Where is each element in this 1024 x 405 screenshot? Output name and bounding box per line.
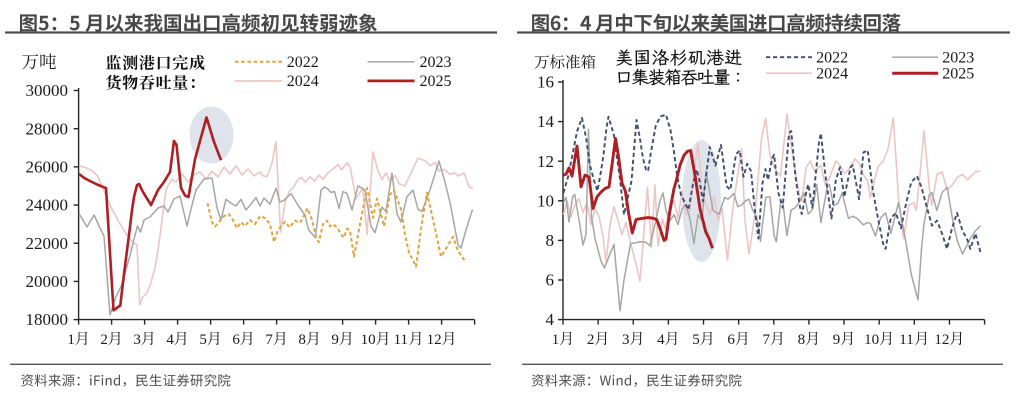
svg-text:6: 6 [232,332,240,348]
svg-text:4: 4 [657,332,665,348]
svg-text:2022: 2022 [816,50,848,67]
svg-text:2024: 2024 [816,66,848,83]
svg-text:2023: 2023 [420,54,452,71]
svg-text:1: 1 [67,332,75,348]
svg-text:2022: 2022 [287,54,319,71]
svg-text:10: 10 [537,191,554,210]
svg-text:6: 6 [727,332,735,348]
svg-text:9: 9 [331,332,339,348]
svg-text:7: 7 [265,332,273,348]
svg-text:3: 3 [622,332,630,348]
svg-text:2: 2 [587,332,595,348]
svg-text:5: 5 [199,332,207,348]
svg-text:2023: 2023 [942,50,974,67]
svg-text:26000: 26000 [26,157,69,176]
svg-text:18000: 18000 [26,310,69,329]
svg-text:20000: 20000 [26,272,69,291]
svg-text:10: 10 [864,332,879,348]
svg-text:28000: 28000 [26,119,69,138]
svg-text:5: 5 [692,332,700,348]
svg-text:9: 9 [833,332,841,348]
svg-text:10: 10 [361,332,376,348]
svg-text:8: 8 [546,231,555,250]
svg-text:3: 3 [133,332,141,348]
svg-text:2025: 2025 [942,66,974,83]
svg-text:4: 4 [166,332,174,348]
svg-text:11: 11 [394,332,408,348]
svg-text:16: 16 [537,73,554,92]
svg-text:2024: 2024 [287,73,319,90]
svg-text:8: 8 [798,332,806,348]
svg-text:12: 12 [427,332,442,348]
svg-text:4: 4 [546,310,555,329]
svg-text:6: 6 [546,271,555,290]
svg-text:8: 8 [298,332,306,348]
svg-text:7: 7 [763,332,771,348]
svg-text:12: 12 [934,332,949,348]
svg-text:1: 1 [552,332,560,348]
svg-text:24000: 24000 [26,196,69,215]
svg-text:2: 2 [100,332,108,348]
svg-text:11: 11 [899,332,913,348]
svg-text:22000: 22000 [26,234,69,253]
svg-text:30000: 30000 [26,81,69,100]
svg-text:14: 14 [537,112,555,131]
svg-text:2025: 2025 [420,73,452,90]
svg-text:12: 12 [537,152,554,171]
